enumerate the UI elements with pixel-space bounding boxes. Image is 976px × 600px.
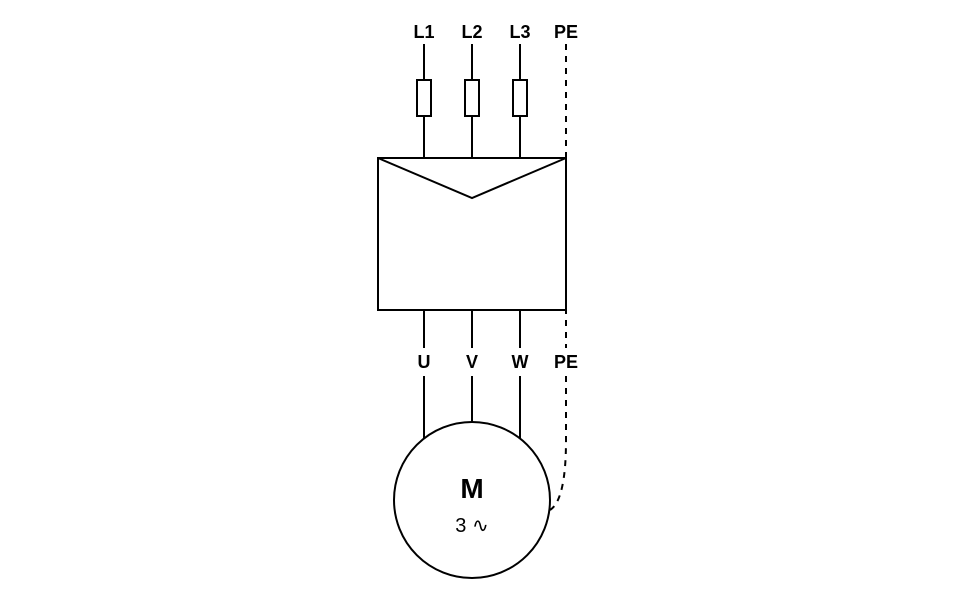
label-l2: L2 (461, 22, 482, 42)
label-w: W (512, 352, 529, 372)
fuse-l2 (465, 80, 479, 116)
motor-phase-number: 3 (455, 515, 466, 537)
label-u: U (418, 352, 431, 372)
motor-tilde: ∿ (472, 515, 489, 537)
label-pe-top: PE (554, 22, 578, 42)
label-v: V (466, 352, 478, 372)
motor-letter: M (460, 473, 483, 504)
label-l3: L3 (509, 22, 530, 42)
fuse-l3 (513, 80, 527, 116)
label-pe-bottom: PE (554, 352, 578, 372)
label-l1: L1 (413, 22, 434, 42)
motor-phase: 3 ∿ (455, 515, 488, 537)
wiring-diagram: L1 L2 L3 PE U V W PE M 3 ∿ (0, 0, 976, 600)
starter-box (378, 158, 566, 310)
fuse-l1 (417, 80, 431, 116)
wire-pe-lower (550, 376, 566, 510)
